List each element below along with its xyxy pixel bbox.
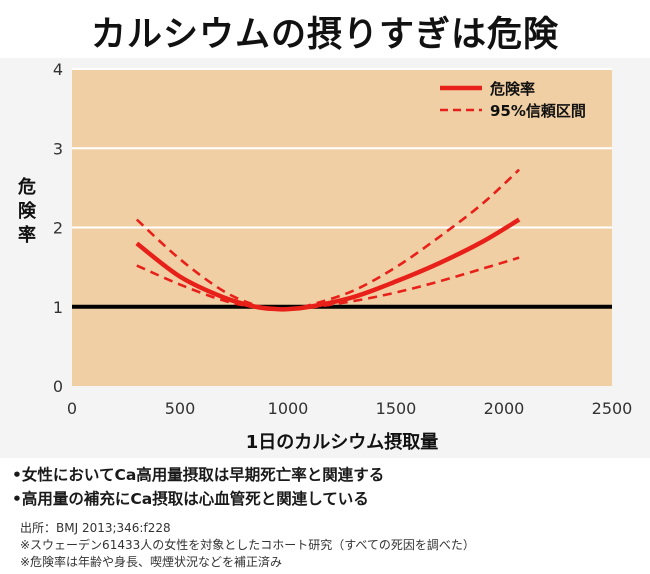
ci-lower-line [136, 256, 520, 312]
y-tick-label: 2 [53, 219, 63, 238]
summary-item: •高用量の補充にCa摂取は心血管死と関連している [12, 490, 369, 508]
chart-panel: 0 1 2 3 4 0 500 1000 1500 2000 2500 危険率 1日のカルシウム摂取量 危… [0, 58, 650, 458]
legend-label: 危険率 [490, 80, 535, 98]
footnote: ※危険率は年齢や身長、喫煙状況などを補正済み [20, 555, 283, 569]
chart: 0 1 2 3 4 0 500 1000 1500 2000 2500 危険率 1日のカルシウム摂取量 危… [17, 60, 633, 453]
y-tick-label: 0 [53, 377, 63, 396]
source-note: 出所：BMJ 2013;346:f228 [20, 521, 171, 535]
page-title: カルシウムの摂りすぎは危険 [90, 15, 559, 55]
y-tick-label: 4 [53, 60, 63, 79]
y-axis-label-char: 険 [18, 200, 37, 222]
x-tick-label: 0 [67, 399, 77, 418]
x-tick-label: 500 [165, 399, 196, 418]
legend-label: 95%信頼区間 [490, 102, 586, 120]
summary-item: •女性においてCa高用量摂取は早期死亡率と関連する [12, 466, 385, 484]
x-axis-label: 1日のカルシウム摂取量 [246, 431, 439, 453]
x-tick-label: 1500 [376, 399, 417, 418]
y-axis-label-char: 率 [18, 224, 36, 246]
x-tick-label: 2500 [592, 399, 633, 418]
y-tick-label: 3 [53, 139, 63, 158]
source-notes: 出所：BMJ 2013;346:f228 ※スウェーデン61433人の女性を対象… [20, 520, 475, 571]
footnote: ※スウェーデン61433人の女性を対象としたコホート研究（すべての死因を調べた） [20, 538, 475, 552]
y-tick-label: 1 [53, 298, 63, 317]
x-tick-label: 1000 [268, 399, 309, 418]
y-axis-label-char: 危 [17, 176, 36, 198]
ci-upper-line [135, 168, 521, 311]
summary-list: •女性においてCa高用量摂取は早期死亡率と関連する •高用量の補充にCa摂取は心… [12, 463, 384, 511]
x-tick-label: 2000 [484, 399, 525, 418]
